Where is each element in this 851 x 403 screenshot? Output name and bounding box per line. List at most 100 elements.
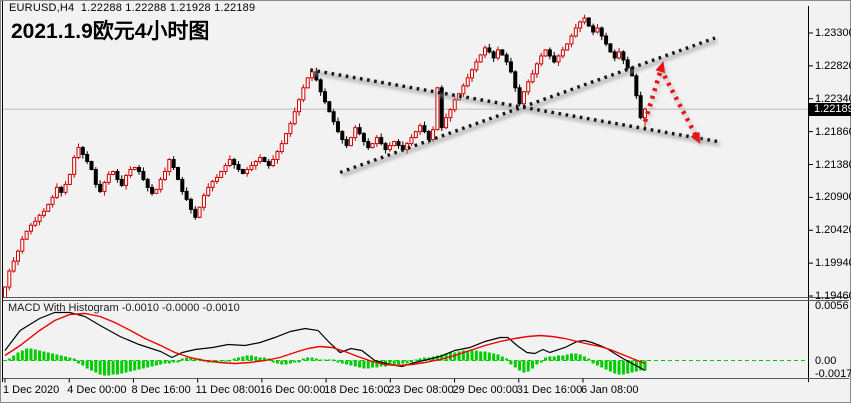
projected-down-move-arrow-head xyxy=(690,131,701,144)
candle xyxy=(28,224,33,232)
candle xyxy=(111,170,116,175)
arrow-shadow xyxy=(644,69,666,126)
candle xyxy=(470,69,475,79)
histogram-bar xyxy=(600,360,604,368)
candle xyxy=(292,111,297,125)
histogram-bar xyxy=(440,354,444,361)
histogram-bar xyxy=(293,360,297,363)
candle xyxy=(115,170,120,180)
histogram-bar xyxy=(539,360,543,363)
histogram-bar xyxy=(358,360,362,368)
candle xyxy=(448,109,453,119)
candle xyxy=(145,178,150,188)
candle xyxy=(638,95,643,119)
candle xyxy=(318,79,323,93)
date-axis-label: 23 Dec 08:00 xyxy=(388,384,454,396)
histogram-bar xyxy=(604,360,608,370)
histogram-bar xyxy=(38,350,42,361)
histogram-bar xyxy=(232,358,236,361)
candle xyxy=(608,43,613,53)
current-price-badge: 1.22189 xyxy=(809,103,851,116)
histogram-bar xyxy=(461,350,465,361)
candle xyxy=(539,55,544,65)
candle xyxy=(591,25,596,33)
candle xyxy=(461,85,466,95)
candle xyxy=(521,91,526,105)
candle xyxy=(495,49,500,59)
candle xyxy=(617,51,622,59)
candle xyxy=(266,160,271,167)
candle xyxy=(439,87,444,129)
histogram-bar xyxy=(271,360,275,363)
histogram-bar xyxy=(509,360,513,365)
price-axis-label: 1.20420 xyxy=(815,224,851,237)
candle xyxy=(11,260,16,272)
candle xyxy=(361,133,366,143)
histogram-bar xyxy=(552,356,556,361)
histogram-bar xyxy=(388,360,392,366)
candle xyxy=(305,77,310,89)
histogram-bar xyxy=(25,348,29,361)
macd-pane[interactable] xyxy=(3,311,808,376)
candle xyxy=(344,139,349,147)
histogram-bar xyxy=(578,354,582,361)
candle xyxy=(379,137,384,145)
macd-axis-label: 0.00 xyxy=(815,355,837,367)
histogram-bar xyxy=(544,357,548,361)
histogram-bar xyxy=(81,360,85,366)
histogram-bar xyxy=(128,360,132,372)
candle xyxy=(482,47,487,56)
histogram-bar xyxy=(280,360,284,365)
candle xyxy=(188,198,193,210)
histogram-bar xyxy=(548,356,552,361)
candle xyxy=(396,141,401,147)
histogram-bar xyxy=(258,357,262,361)
histogram-bar xyxy=(284,360,288,365)
candle xyxy=(392,141,397,147)
candle xyxy=(500,49,505,56)
price-axis-label: 1.22340 xyxy=(815,92,851,105)
candle xyxy=(599,27,604,37)
histogram-bar xyxy=(323,359,327,361)
candle xyxy=(249,165,254,170)
histogram-bar xyxy=(643,360,647,371)
candles xyxy=(3,14,647,297)
histogram-bar xyxy=(241,356,245,361)
date-axis-label: 1 Dec 2020 xyxy=(3,384,60,396)
candle xyxy=(89,160,94,170)
histogram-bar xyxy=(574,353,578,361)
histogram-bar xyxy=(595,360,599,366)
histogram-bar xyxy=(362,360,366,369)
histogram-bar xyxy=(42,351,46,361)
histogram-bar xyxy=(262,357,266,361)
candle xyxy=(223,165,228,172)
candle xyxy=(271,159,276,167)
candle xyxy=(72,157,77,175)
projected-up-move-arrow-head xyxy=(655,61,666,74)
histogram-bar xyxy=(561,355,565,361)
histogram-bar xyxy=(219,360,223,362)
candle xyxy=(50,196,55,205)
candle xyxy=(504,54,509,63)
candle xyxy=(418,125,423,133)
histogram-bar xyxy=(639,360,643,371)
histogram-bar xyxy=(254,356,258,361)
price-pane[interactable] xyxy=(3,14,808,300)
histogram-bar xyxy=(470,350,474,361)
histogram-bar xyxy=(245,355,249,361)
candle xyxy=(15,250,20,262)
histogram-bar xyxy=(518,360,522,371)
candle xyxy=(262,157,267,162)
histogram-bar xyxy=(288,360,292,364)
candle xyxy=(54,186,59,198)
candle xyxy=(158,178,163,190)
histogram-bar xyxy=(483,351,487,361)
candle xyxy=(37,214,42,222)
histogram-bar xyxy=(531,360,535,369)
candle xyxy=(322,91,327,103)
candle xyxy=(210,180,215,188)
histogram-bar xyxy=(336,360,340,363)
candle xyxy=(232,159,237,166)
